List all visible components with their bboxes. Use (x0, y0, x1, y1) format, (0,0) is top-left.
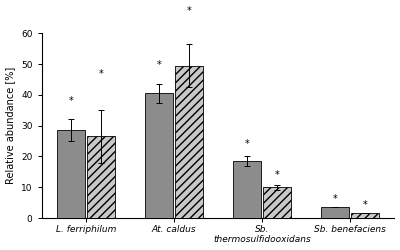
Bar (351, 214, 380, 218)
Text: *: * (98, 70, 103, 80)
Bar (175, 66, 203, 218)
Bar (233, 161, 261, 218)
Text: *: * (156, 60, 161, 70)
Y-axis label: Relative abundance [%]: Relative abundance [%] (6, 67, 16, 184)
Text: *: * (68, 96, 73, 106)
Bar (87, 136, 115, 218)
Text: *: * (333, 194, 338, 204)
Bar (321, 207, 350, 218)
Bar (57, 130, 85, 218)
Text: *: * (275, 170, 280, 180)
Bar (263, 187, 291, 218)
Bar (145, 93, 173, 218)
Text: *: * (186, 6, 191, 16)
Text: *: * (245, 139, 250, 149)
Text: *: * (363, 200, 368, 210)
